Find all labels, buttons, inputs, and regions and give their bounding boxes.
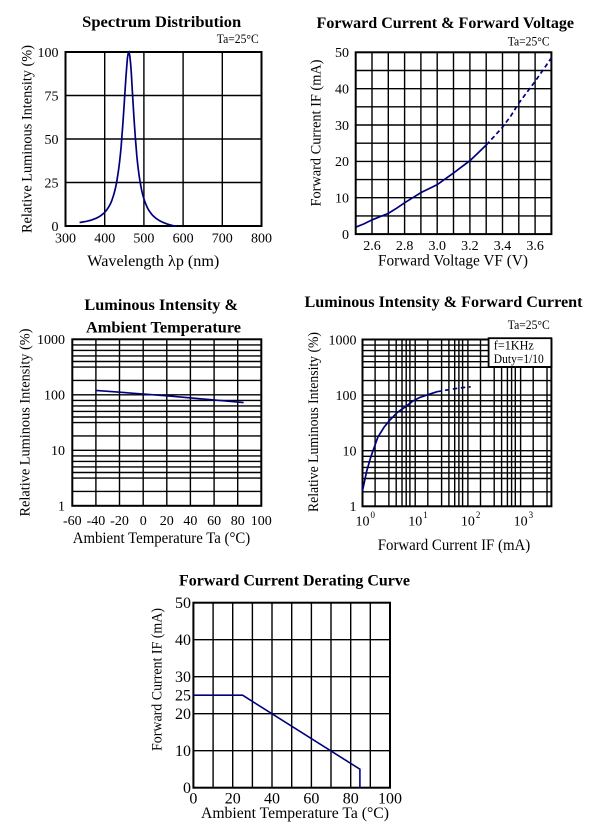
- svg-text:Ta=25°C: Ta=25°C: [508, 317, 550, 332]
- svg-text:10: 10: [175, 743, 191, 760]
- svg-text:80: 80: [343, 791, 359, 808]
- svg-text:0: 0: [183, 780, 191, 797]
- svg-text:Wavelength λp (nm): Wavelength λp (nm): [87, 253, 219, 270]
- svg-text:10: 10: [51, 444, 65, 459]
- svg-text:20: 20: [335, 155, 349, 170]
- svg-text:Forward Current & Forward Volt: Forward Current & Forward Voltage: [317, 15, 575, 32]
- svg-text:10: 10: [343, 445, 357, 460]
- svg-text:50: 50: [45, 133, 59, 148]
- svg-text:Luminous Intensity & Forward C: Luminous Intensity & Forward Current: [305, 294, 584, 311]
- svg-text:Ta=25°C: Ta=25°C: [508, 33, 550, 48]
- svg-text:700: 700: [212, 232, 233, 247]
- svg-text:3.6: 3.6: [526, 239, 544, 254]
- svg-text:60: 60: [207, 514, 221, 529]
- svg-text:800: 800: [251, 232, 272, 247]
- svg-text:-20: -20: [110, 514, 129, 529]
- svg-text:f=1KHz: f=1KHz: [494, 337, 534, 352]
- svg-text:2.6: 2.6: [363, 239, 381, 254]
- svg-text:100: 100: [378, 791, 402, 808]
- svg-text:100: 100: [38, 46, 59, 61]
- svg-text:3: 3: [529, 510, 534, 520]
- svg-text:0: 0: [189, 791, 197, 808]
- svg-text:3.2: 3.2: [461, 239, 479, 254]
- svg-text:Ambient Temperature Ta (°C): Ambient Temperature Ta (°C): [73, 530, 251, 547]
- svg-text:Forward Current Derating Curve: Forward Current Derating Curve: [179, 573, 410, 590]
- svg-text:-40: -40: [87, 514, 106, 529]
- svg-text:40: 40: [183, 514, 197, 529]
- svg-text:0: 0: [371, 510, 376, 520]
- svg-text:0: 0: [342, 228, 349, 243]
- svg-text:40: 40: [335, 83, 349, 98]
- svg-text:10: 10: [356, 515, 370, 530]
- svg-text:50: 50: [175, 595, 191, 612]
- svg-text:Ambient Temperature Ta (°C): Ambient Temperature Ta (°C): [201, 805, 389, 822]
- svg-text:600: 600: [173, 232, 194, 247]
- svg-text:75: 75: [45, 89, 59, 104]
- svg-text:Forward Current IF (mA): Forward Current IF (mA): [150, 608, 166, 751]
- svg-text:20: 20: [225, 791, 241, 808]
- svg-text:-60: -60: [63, 514, 82, 529]
- svg-text:Relative Luminous Intensity (%: Relative Luminous Intensity (%): [20, 45, 36, 233]
- svg-text:20: 20: [160, 514, 174, 529]
- svg-text:3.4: 3.4: [494, 239, 512, 254]
- svg-text:3.0: 3.0: [428, 239, 446, 254]
- svg-text:2: 2: [476, 510, 481, 520]
- svg-text:1000: 1000: [329, 333, 357, 348]
- svg-text:30: 30: [175, 669, 191, 686]
- svg-text:Relative Luminous Intensity (%: Relative Luminous Intensity (%): [306, 332, 322, 512]
- svg-text:2.8: 2.8: [396, 239, 414, 254]
- svg-text:25: 25: [175, 688, 191, 705]
- svg-text:1: 1: [350, 500, 357, 515]
- svg-text:25: 25: [45, 176, 59, 191]
- svg-text:300: 300: [55, 232, 76, 247]
- svg-text:400: 400: [94, 232, 115, 247]
- svg-text:Forward Voltage VF (V): Forward Voltage VF (V): [378, 253, 528, 270]
- svg-text:500: 500: [133, 232, 154, 247]
- svg-text:80: 80: [231, 514, 245, 529]
- svg-text:Relative Luminous Intensity (%: Relative Luminous Intensity (%): [18, 328, 34, 516]
- svg-text:10: 10: [461, 515, 475, 530]
- svg-text:1000: 1000: [37, 333, 65, 348]
- svg-text:0: 0: [140, 514, 147, 529]
- svg-text:40: 40: [264, 791, 280, 808]
- svg-text:30: 30: [335, 119, 349, 134]
- svg-text:10: 10: [408, 515, 422, 530]
- svg-text:1: 1: [58, 500, 65, 515]
- svg-text:Luminous Intensity &: Luminous Intensity &: [84, 297, 238, 314]
- svg-text:Duty=1/10: Duty=1/10: [494, 351, 544, 366]
- svg-text:50: 50: [335, 46, 349, 61]
- svg-text:100: 100: [44, 389, 65, 404]
- svg-text:20: 20: [175, 706, 191, 723]
- svg-text:10: 10: [514, 515, 528, 530]
- svg-text:40: 40: [175, 632, 191, 649]
- svg-text:Ambient Temperature: Ambient Temperature: [86, 320, 241, 337]
- svg-text:1: 1: [423, 510, 428, 520]
- svg-text:100: 100: [251, 514, 272, 529]
- svg-text:Ta=25°C: Ta=25°C: [217, 31, 259, 46]
- svg-text:100: 100: [336, 389, 357, 404]
- svg-text:60: 60: [303, 791, 319, 808]
- svg-text:0: 0: [52, 220, 59, 235]
- svg-text:Forward Current IF (mA): Forward Current IF (mA): [378, 537, 531, 554]
- svg-text:10: 10: [335, 192, 349, 207]
- svg-text:Forward Current IF (mA): Forward Current IF (mA): [309, 60, 325, 207]
- svg-text:Spectrum Distribution: Spectrum Distribution: [82, 14, 241, 31]
